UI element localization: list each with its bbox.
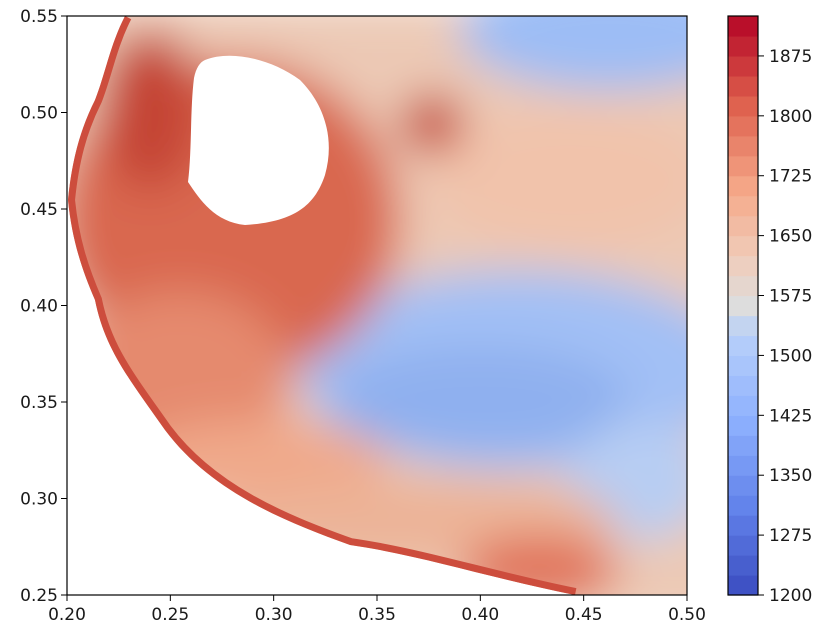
- y-tick-label: 0.45: [20, 200, 58, 220]
- colorbar-tick-label: 1200: [769, 586, 812, 606]
- colorbar: 1200 1275 1350 1425 1500 1575 1650 1725 1800 1875: [727, 15, 812, 606]
- colorbar-band: [728, 495, 758, 516]
- colorbar-tick-label: 1650: [769, 227, 812, 247]
- colorbar-band: [728, 195, 758, 217]
- x-tick-label: 0.45: [565, 605, 603, 625]
- colorbar-band: [728, 155, 758, 177]
- y-tick-label: 0.50: [20, 104, 58, 124]
- colorbar-band: [728, 235, 758, 257]
- x-tick-label: 0.20: [48, 605, 86, 625]
- colorbar-band: [728, 355, 758, 376]
- colorbar-band: [728, 175, 758, 197]
- colorbar-band: [728, 115, 758, 137]
- colorbar-band: [728, 95, 758, 117]
- colorbar-tick-label: 1425: [769, 406, 812, 426]
- colorbar-tick-label: 1350: [769, 466, 812, 486]
- colorbar-tick-label: 1800: [769, 107, 812, 127]
- x-tick-label: 0.50: [668, 605, 706, 625]
- x-tick-label: 0.25: [151, 605, 189, 625]
- x-tick-label: 0.40: [461, 605, 499, 625]
- colorbar-band: [728, 535, 758, 556]
- y-tick-label: 0.25: [20, 586, 58, 606]
- colorbar-band: [728, 55, 758, 77]
- colorbar-band: [728, 515, 758, 536]
- colorbar-tick-label: 1575: [769, 287, 812, 307]
- colorbar-band: [728, 375, 758, 396]
- colorbar-band: [728, 135, 758, 157]
- colorbar-band: [728, 395, 758, 416]
- colorbar-band: [728, 16, 758, 37]
- y-tick-label: 0.30: [20, 490, 58, 510]
- y-tick-label: 0.40: [20, 297, 58, 317]
- colorbar-band: [728, 555, 758, 576]
- y-tick-label: 0.55: [20, 7, 58, 27]
- colorbar-band: [728, 35, 758, 57]
- colorbar-band: [728, 315, 758, 337]
- colorbar-band: [728, 215, 758, 237]
- colorbar-band: [728, 335, 758, 357]
- colorbar-band: [728, 435, 758, 456]
- x-tick-label: 0.30: [255, 605, 293, 625]
- colorbar-tick-label: 1875: [769, 47, 812, 67]
- colorbar-band: [728, 295, 758, 317]
- colorbar-band: [728, 255, 758, 277]
- colorbar-tick-label: 1275: [769, 526, 812, 546]
- colorbar-tick-label: 1725: [769, 167, 812, 187]
- colorbar-band: [728, 75, 758, 97]
- colorbar-band: [728, 275, 758, 297]
- colorbar-band: [728, 475, 758, 496]
- colorbar-tick-label: 1500: [769, 346, 812, 366]
- colorbar-band: [728, 415, 758, 436]
- y-axis: 0.25 0.30 0.35 0.40 0.45 0.50 0.55: [20, 7, 67, 606]
- x-axis: 0.20 0.25 0.30 0.35 0.40 0.45 0.50: [48, 595, 706, 625]
- no-data-region: [188, 55, 329, 226]
- colorbar-band: [728, 575, 758, 596]
- x-tick-label: 0.35: [358, 605, 396, 625]
- colorbar-band: [728, 455, 758, 476]
- y-tick-label: 0.35: [20, 393, 58, 413]
